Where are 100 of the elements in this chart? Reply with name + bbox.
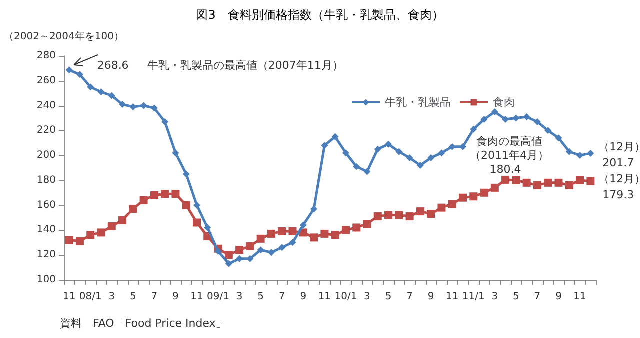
point (544, 178, 552, 187)
point (396, 148, 403, 156)
point (289, 239, 296, 246)
point (161, 190, 170, 198)
x-tick-label: 5 (258, 292, 264, 302)
point (332, 133, 339, 140)
text: （12月） (598, 172, 640, 186)
point (502, 116, 510, 123)
x-tick-label: 11 (446, 292, 459, 302)
point (416, 208, 424, 216)
x-tick-label: 9 (300, 292, 307, 302)
x-tick-label: 10/1 (334, 292, 358, 302)
point (310, 206, 318, 213)
point (225, 260, 232, 268)
point (246, 242, 254, 250)
point (108, 222, 116, 230)
x-tick-label: 3 (236, 292, 243, 302)
point (182, 201, 190, 210)
point (480, 188, 488, 197)
point (300, 222, 307, 229)
annotation: 牛乳・乳製品の最高値（2007年11月） (147, 59, 344, 72)
x-tick-label: 9 (428, 292, 434, 302)
text: 179.3 (602, 188, 634, 202)
y-tick-label: 280 (36, 50, 56, 62)
legend-label: 牛乳・乳製品 (385, 96, 451, 109)
point (320, 230, 329, 238)
point (98, 88, 105, 96)
point (150, 104, 158, 112)
point (523, 113, 530, 120)
point (87, 84, 94, 91)
y-axis-title: （2002～2004年を100） (4, 30, 124, 42)
point (491, 108, 498, 116)
x-tick-label: 09/1 (207, 292, 230, 302)
point (385, 140, 392, 148)
point (363, 220, 372, 228)
point (66, 66, 73, 74)
point (406, 154, 414, 162)
point (162, 118, 169, 126)
y-tick-label: 260 (36, 75, 56, 86)
point (246, 255, 254, 262)
point (352, 224, 361, 232)
point (502, 176, 510, 184)
point (364, 168, 371, 176)
point (576, 176, 584, 184)
annotation: 268.6 (97, 59, 129, 72)
x-tick-label: 11 (190, 292, 204, 302)
point (278, 244, 286, 252)
x-tick-label: 7 (151, 292, 158, 302)
point (267, 230, 276, 238)
point (522, 178, 531, 187)
point (587, 150, 594, 157)
point (278, 227, 286, 236)
point (224, 251, 233, 260)
x-tick-label: 08/1 (79, 292, 102, 302)
x-tick-label: 7 (534, 292, 541, 302)
point (438, 204, 446, 212)
point (384, 211, 393, 220)
x-tick-label: 3 (492, 292, 498, 302)
legend-label: 食肉 (493, 96, 515, 109)
x-tick-label: 11 (318, 292, 332, 302)
y-tick-label: 180 (36, 174, 56, 186)
point (576, 152, 584, 160)
point (214, 248, 222, 255)
point (118, 216, 127, 224)
point (140, 196, 148, 204)
point (76, 237, 84, 246)
point (565, 181, 574, 190)
point (257, 246, 264, 254)
point (140, 102, 148, 110)
point (512, 176, 520, 184)
x-tick-label: 3 (364, 292, 370, 302)
point (554, 178, 563, 187)
point (490, 184, 499, 192)
point (416, 162, 424, 170)
y-tick-label: 100 (36, 274, 56, 286)
annotation: 180.4 (490, 162, 522, 176)
point (182, 170, 190, 178)
point (470, 126, 478, 133)
point (534, 118, 541, 126)
point (288, 227, 297, 236)
y-tick-label: 120 (36, 250, 56, 261)
point (470, 192, 478, 201)
point (76, 71, 84, 78)
text: 資料 FAO「Food Price Index」 (60, 317, 227, 330)
point (544, 127, 552, 134)
x-tick-label: 9 (556, 292, 562, 302)
point (194, 202, 200, 209)
point (108, 92, 116, 100)
point (586, 177, 595, 186)
point (438, 150, 446, 157)
x-tick-label: 5 (130, 292, 136, 302)
point (193, 218, 201, 227)
point (374, 212, 382, 221)
point (374, 146, 382, 153)
annotation: 食肉の最高値 (476, 134, 543, 148)
text: 201.7 (602, 156, 634, 170)
y-tick-label: 240 (36, 100, 56, 112)
point (342, 150, 350, 157)
point (427, 210, 436, 218)
point (342, 226, 350, 234)
